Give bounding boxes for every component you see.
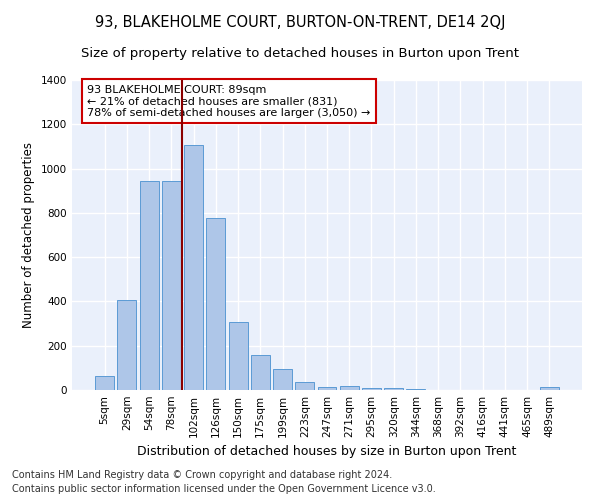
Y-axis label: Number of detached properties: Number of detached properties <box>22 142 35 328</box>
Text: Size of property relative to detached houses in Burton upon Trent: Size of property relative to detached ho… <box>81 48 519 60</box>
Text: Contains HM Land Registry data © Crown copyright and database right 2024.: Contains HM Land Registry data © Crown c… <box>12 470 392 480</box>
Text: Contains public sector information licensed under the Open Government Licence v3: Contains public sector information licen… <box>12 484 436 494</box>
X-axis label: Distribution of detached houses by size in Burton upon Trent: Distribution of detached houses by size … <box>137 446 517 458</box>
Bar <box>206 218 225 390</box>
Bar <box>162 180 181 390</box>
Bar <box>317 386 337 390</box>
Text: 93, BLAKEHOLME COURT, BURTON-ON-TRENT, DE14 2QJ: 93, BLAKEHOLME COURT, BURTON-ON-TRENT, D… <box>95 15 505 30</box>
Text: 93 BLAKEHOLME COURT: 89sqm
← 21% of detached houses are smaller (831)
78% of sem: 93 BLAKEHOLME COURT: 89sqm ← 21% of deta… <box>88 84 371 118</box>
Bar <box>273 368 292 390</box>
Bar <box>140 180 158 390</box>
Bar <box>384 388 403 390</box>
Bar <box>540 388 559 390</box>
Bar <box>362 388 381 390</box>
Bar <box>340 386 359 390</box>
Bar <box>251 354 270 390</box>
Bar <box>229 322 248 390</box>
Bar <box>295 382 314 390</box>
Bar <box>184 146 203 390</box>
Bar <box>118 300 136 390</box>
Bar <box>95 376 114 390</box>
